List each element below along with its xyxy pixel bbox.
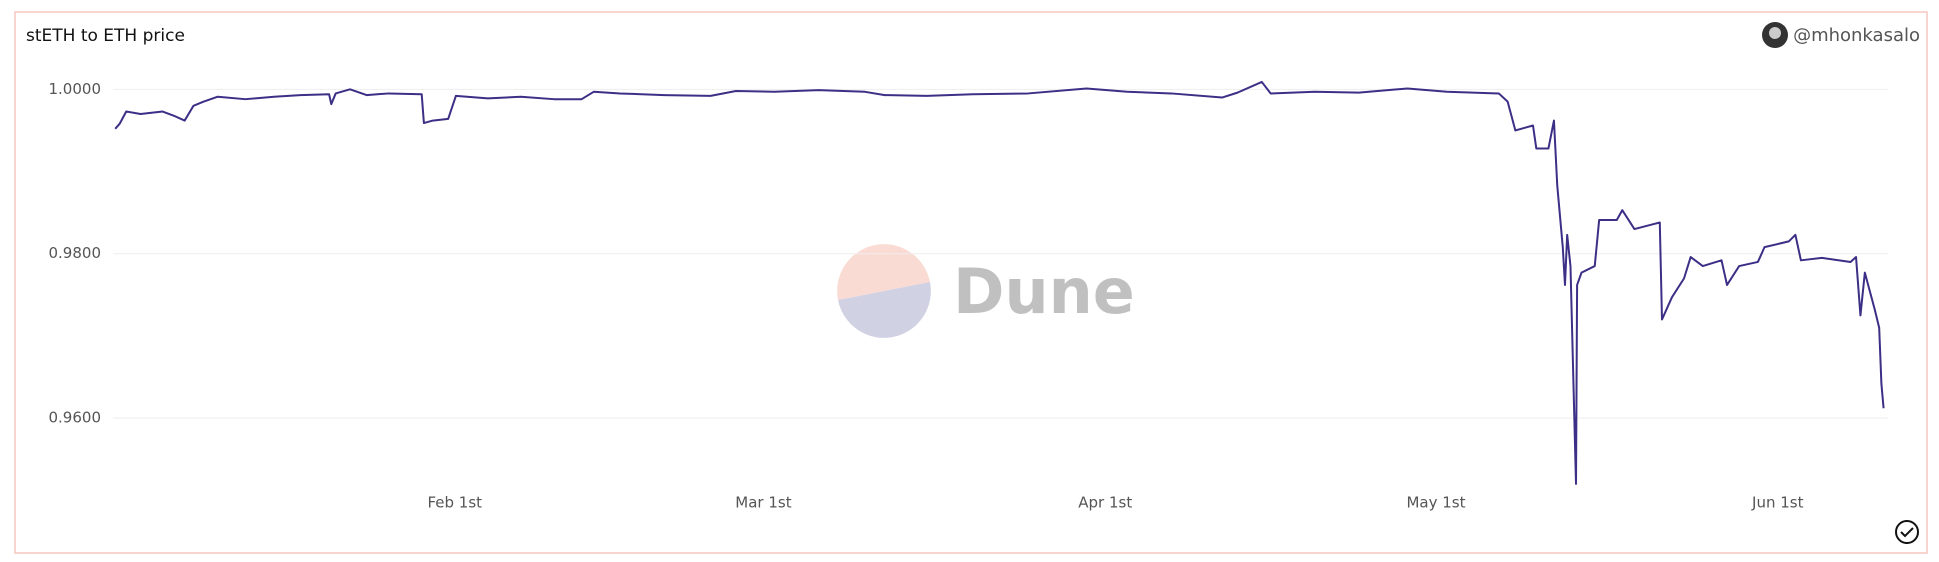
check-circle — [1895, 520, 1919, 544]
x-tick-label: Apr 1st — [1078, 494, 1132, 512]
y-tick-label: 1.0000 — [49, 80, 102, 98]
check-icon[interactable] — [1895, 520, 1919, 544]
watermark: Dune — [837, 244, 1135, 338]
watermark-text: Dune — [953, 255, 1135, 328]
logo-bottom — [838, 282, 931, 338]
plot: 0.9600 0.9800 1.0000 Feb 1st Mar 1st Apr 1st M… — [49, 80, 1888, 512]
check-mark — [1900, 527, 1914, 538]
x-tick-label: Mar 1st — [735, 494, 791, 512]
frame — [14, 11, 1928, 554]
avatar-face — [1769, 27, 1781, 39]
y-tick-label: 0.9800 — [49, 244, 102, 262]
chart-title: stETH to ETH price — [26, 26, 185, 46]
x-tick-label: Feb 1st — [427, 494, 482, 512]
y-tick-label: 0.9600 — [49, 409, 102, 427]
line — [114, 80, 1885, 485]
x-tick-label: Jun 1st — [1751, 494, 1804, 512]
x-tick-label: May 1st — [1406, 494, 1465, 512]
logo-top — [837, 244, 930, 300]
author[interactable]: @mhonkasalo — [1793, 25, 1920, 46]
